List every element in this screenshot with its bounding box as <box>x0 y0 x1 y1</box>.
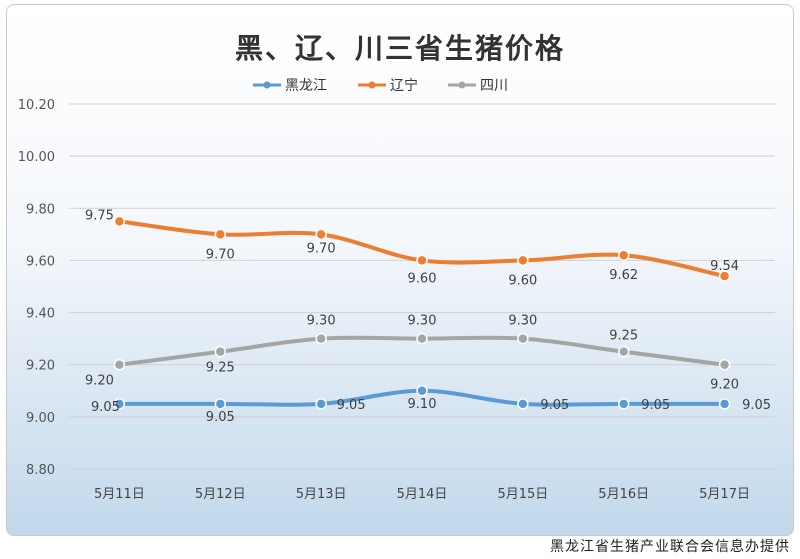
data-point <box>214 398 227 410</box>
data-label: 9.25 <box>609 329 638 344</box>
legend-label: 黑龙江 <box>285 78 327 94</box>
data-label: 9.05 <box>91 400 120 415</box>
y-tick-label: 10.20 <box>18 98 55 113</box>
source-note: 黑龙江省生猪产业联合会信息办提供 <box>550 539 790 555</box>
data-point <box>315 228 327 241</box>
y-tick-label: 9.00 <box>26 411 55 426</box>
legend-label: 四川 <box>480 78 508 94</box>
line-chart: 8.80 9.00 9.20 9.40 9.60 9.80 10.00 10.20 5月11日 5… <box>18 77 775 502</box>
x-tick-label: 5月15日 <box>497 487 548 502</box>
data-label: 9.05 <box>641 398 670 413</box>
data-point <box>718 270 731 282</box>
data-point <box>416 254 428 267</box>
grid-lines <box>69 103 775 470</box>
data-label: 9.54 <box>710 259 739 274</box>
data-point <box>517 332 529 345</box>
data-point <box>113 358 126 371</box>
data-label: 9.05 <box>742 398 771 413</box>
data-label: 9.05 <box>337 398 366 413</box>
data-point <box>517 398 529 410</box>
data-point <box>617 345 630 358</box>
data-point <box>113 398 126 410</box>
data-point <box>214 228 227 241</box>
data-point <box>718 358 731 371</box>
x-tick-label: 5月11日 <box>94 487 145 502</box>
y-tick-label: 9.20 <box>26 359 55 374</box>
x-tick-label: 5月14日 <box>397 487 448 502</box>
data-label: 9.70 <box>307 241 336 256</box>
data-label: 9.75 <box>85 208 114 223</box>
data-point <box>517 254 529 267</box>
legend-marker <box>458 81 466 89</box>
y-tick-label: 10.00 <box>18 150 55 165</box>
chart-title: 黑、辽、川三省生猪价格 <box>234 32 565 65</box>
chart-frame: 黑、辽、川三省生猪价格 8.80 9.00 9.20 9.40 9.60 9.80 10.0… <box>6 4 794 536</box>
data-label: 9.20 <box>85 374 114 389</box>
data-label: 9.25 <box>206 361 235 376</box>
legend: 黑龙江 辽宁 四川 <box>253 77 508 94</box>
legend-marker <box>263 81 271 89</box>
y-tick-label: 9.80 <box>26 202 55 217</box>
series-lines <box>113 215 731 410</box>
data-label: 9.10 <box>408 397 437 412</box>
data-point <box>214 345 227 358</box>
y-tick-label: 9.40 <box>26 307 55 322</box>
x-tick-label: 5月12日 <box>195 487 246 502</box>
data-label: 9.20 <box>710 378 739 393</box>
data-label: 9.05 <box>540 398 569 413</box>
x-tick-label: 5月13日 <box>296 487 347 502</box>
data-label: 9.70 <box>206 247 235 262</box>
x-tick-label: 5月16日 <box>598 487 649 502</box>
y-tick-label: 9.60 <box>26 254 55 269</box>
axis-labels: 8.80 9.00 9.20 9.40 9.60 9.80 10.00 10.20 5月11日 5… <box>18 98 750 502</box>
data-label: 9.30 <box>508 314 537 329</box>
legend-marker <box>368 81 376 89</box>
data-label: 9.05 <box>206 410 235 425</box>
data-label: 9.62 <box>609 268 638 283</box>
data-point <box>416 332 428 345</box>
data-label: 9.60 <box>508 273 537 288</box>
legend-label: 辽宁 <box>390 77 418 94</box>
y-tick-label: 8.80 <box>26 463 55 478</box>
data-label: 9.60 <box>408 271 437 286</box>
data-labels: 9.05 9.05 9.05 9.10 9.05 9.05 9.05 9.75 9.70 9.70… <box>85 208 771 425</box>
data-point <box>315 332 327 345</box>
data-point <box>617 249 630 261</box>
data-point <box>416 385 428 397</box>
data-point <box>617 398 630 410</box>
data-label: 9.30 <box>307 314 336 329</box>
data-label: 9.30 <box>408 314 437 329</box>
data-point <box>718 398 731 410</box>
data-point <box>113 215 126 228</box>
data-point <box>315 398 327 410</box>
x-tick-label: 5月17日 <box>699 487 750 502</box>
